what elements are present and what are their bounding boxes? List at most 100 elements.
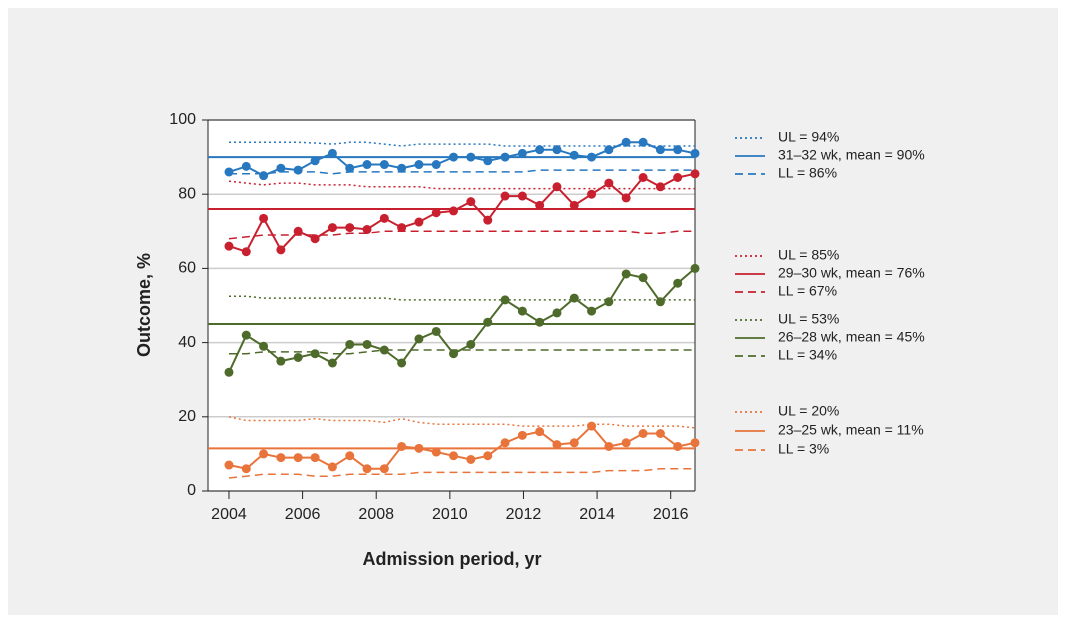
- point: [552, 308, 562, 318]
- point: [362, 464, 372, 474]
- y-tick-label: 40: [178, 334, 196, 351]
- point: [655, 145, 665, 155]
- legend-upper-label: UL = 94%: [778, 129, 839, 145]
- point: [241, 247, 251, 257]
- plot-area: [208, 120, 695, 491]
- point: [552, 182, 562, 192]
- point: [604, 145, 614, 155]
- point: [655, 428, 665, 438]
- point: [500, 295, 510, 305]
- point: [638, 173, 648, 183]
- point: [414, 217, 424, 227]
- point: [276, 453, 286, 463]
- point: [535, 317, 545, 327]
- point: [362, 224, 372, 234]
- point: [379, 213, 389, 223]
- y-tick-label: 80: [178, 185, 196, 202]
- point: [397, 358, 407, 368]
- point: [587, 152, 597, 162]
- point: [673, 278, 683, 288]
- point: [690, 148, 700, 158]
- point: [414, 160, 424, 170]
- point: [466, 339, 476, 349]
- point: [362, 339, 372, 349]
- point: [345, 451, 355, 461]
- legend-mean-label: 29–30 wk, mean = 76%: [778, 265, 925, 281]
- point: [310, 453, 320, 463]
- point: [673, 173, 683, 183]
- point: [293, 352, 303, 362]
- point: [517, 306, 527, 316]
- point: [259, 213, 269, 223]
- point: [259, 341, 269, 351]
- point: [638, 273, 648, 283]
- x-tick-label: 2010: [432, 506, 468, 523]
- point: [259, 449, 269, 459]
- point: [327, 462, 337, 472]
- point: [483, 317, 493, 327]
- point: [449, 206, 459, 216]
- series-line: [228, 424, 696, 470]
- legend-mean-label: 26–28 wk, mean = 45%: [778, 329, 925, 345]
- x-tick-label: 2012: [506, 506, 542, 523]
- point: [621, 137, 631, 147]
- point: [431, 447, 441, 457]
- legend-upper-label: UL = 53%: [778, 311, 839, 327]
- point: [673, 441, 683, 451]
- point: [241, 330, 251, 340]
- point: [621, 193, 631, 203]
- point: [414, 334, 424, 344]
- point: [276, 245, 286, 255]
- point: [517, 430, 527, 440]
- point: [483, 215, 493, 225]
- y-tick-label: 0: [187, 482, 196, 499]
- point: [310, 156, 320, 166]
- point: [483, 451, 493, 461]
- legend-mean-label: 31–32 wk, mean = 90%: [778, 147, 925, 163]
- point: [379, 160, 389, 170]
- point: [535, 200, 545, 210]
- legend-lower-label: LL = 86%: [778, 165, 837, 181]
- legend-upper-label: UL = 20%: [778, 403, 839, 419]
- x-axis-label: Admission period, yr: [362, 549, 541, 569]
- x-tick-label: 2014: [579, 506, 615, 523]
- point: [552, 145, 562, 155]
- point: [500, 152, 510, 162]
- point: [552, 440, 562, 450]
- point: [517, 191, 527, 201]
- point: [327, 148, 337, 158]
- point: [224, 241, 234, 251]
- point: [690, 169, 700, 179]
- point: [449, 152, 459, 162]
- legend-lower-label: LL = 3%: [778, 441, 829, 457]
- point: [362, 160, 372, 170]
- x-tick-label: 2016: [653, 506, 689, 523]
- point: [345, 223, 355, 233]
- series-line: [228, 172, 696, 253]
- y-tick-label: 100: [169, 111, 196, 128]
- series-line: [228, 267, 696, 373]
- point: [535, 427, 545, 437]
- point: [604, 297, 614, 307]
- point: [673, 145, 683, 155]
- point: [604, 178, 614, 188]
- point: [569, 438, 579, 448]
- point: [293, 453, 303, 463]
- y-tick-label: 20: [178, 408, 196, 425]
- point: [655, 182, 665, 192]
- point: [569, 200, 579, 210]
- point: [621, 438, 631, 448]
- point: [569, 150, 579, 160]
- point: [397, 163, 407, 173]
- point: [449, 349, 459, 359]
- point: [241, 161, 251, 171]
- point: [500, 191, 510, 201]
- point: [449, 451, 459, 461]
- y-tick-label: 60: [178, 260, 196, 277]
- point: [259, 171, 269, 181]
- point: [310, 349, 320, 359]
- point: [293, 226, 303, 236]
- point: [379, 464, 389, 474]
- point: [310, 234, 320, 244]
